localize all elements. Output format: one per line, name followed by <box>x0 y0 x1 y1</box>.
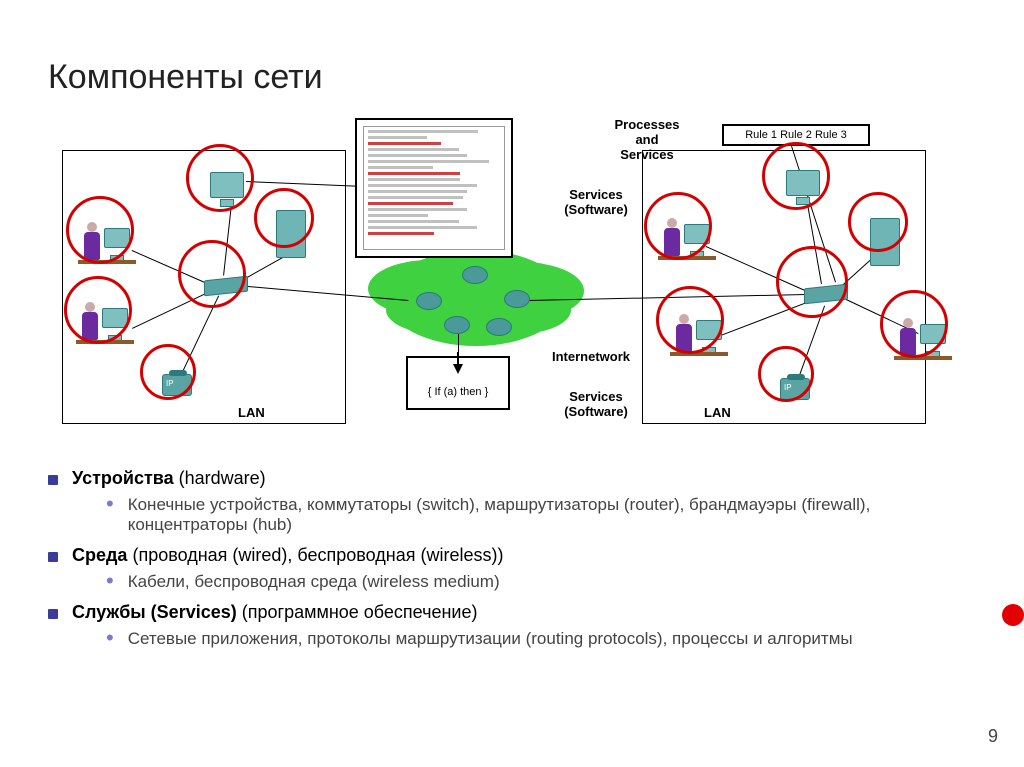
highlight-circle <box>64 276 132 344</box>
sub-bullet-dot-icon: • <box>106 495 114 513</box>
page-number: 9 <box>988 726 998 747</box>
bullet-item: Службы (Services) (программное обеспечен… <box>48 602 968 623</box>
browser-window <box>355 118 513 258</box>
bullet-text: Службы (Services) (программное обеспечен… <box>72 602 477 623</box>
code-box: { If (a) then } <box>406 356 510 410</box>
bullet-text: Среда (проводная (wired), беспроводная (… <box>72 545 503 566</box>
red-dot-icon <box>1002 604 1024 626</box>
sub-bullet-dot-icon: • <box>106 629 114 647</box>
router-icon <box>504 290 530 308</box>
sub-bullet-text: Сетевые приложения, протоколы маршрутиза… <box>128 629 853 649</box>
router-icon <box>486 318 512 336</box>
label-lan-left: LAN <box>238 406 265 421</box>
sub-bullet-text: Кабели, беспроводная среда (wireless med… <box>128 572 500 592</box>
highlight-circle <box>254 188 314 248</box>
sub-bullet-text: Конечные устройства, коммутаторы (switch… <box>128 495 968 535</box>
highlight-circle <box>762 142 830 210</box>
label-internetwork: Internetwork <box>552 350 630 365</box>
highlight-circle <box>776 246 848 318</box>
bullet-text: Устройства (hardware) <box>72 468 266 489</box>
sub-bullet-item: • Сетевые приложения, протоколы маршрутиз… <box>106 629 968 649</box>
slide-title: Компоненты сети <box>48 58 323 97</box>
bullet-item: Устройства (hardware) <box>48 468 968 489</box>
bullet-dot-icon <box>48 552 58 562</box>
highlight-circle <box>758 346 814 402</box>
sub-bullet-item: • Кабели, беспроводная среда (wireless me… <box>106 572 968 592</box>
sub-bullet-dot-icon: • <box>106 572 114 590</box>
router-icon <box>462 266 488 284</box>
highlight-circle <box>66 196 134 264</box>
highlight-circle <box>644 192 712 260</box>
highlight-circle <box>186 144 254 212</box>
highlight-circle <box>656 286 724 354</box>
highlight-circle <box>848 192 908 252</box>
label-processes: ProcessesandServices <box>602 118 692 163</box>
label-services-top: Services(Software) <box>556 188 636 218</box>
bullet-item: Среда (проводная (wired), беспроводная (… <box>48 545 968 566</box>
sub-bullet-item: • Конечные устройства, коммутаторы (switc… <box>106 495 968 535</box>
router-icon <box>444 316 470 334</box>
bullet-dot-icon <box>48 609 58 619</box>
bullet-dot-icon <box>48 475 58 485</box>
highlight-circle <box>178 240 246 308</box>
highlight-circle <box>880 290 948 358</box>
network-diagram: Rule 1 Rule 2 Rule 3{ If (a) then }Proce… <box>62 118 1002 438</box>
bullet-list: Устройства (hardware) • Конечные устройств… <box>48 468 968 659</box>
highlight-circle <box>140 344 196 400</box>
label-services-bottom: Services(Software) <box>556 390 636 420</box>
router-icon <box>416 292 442 310</box>
label-lan-right: LAN <box>704 406 731 421</box>
